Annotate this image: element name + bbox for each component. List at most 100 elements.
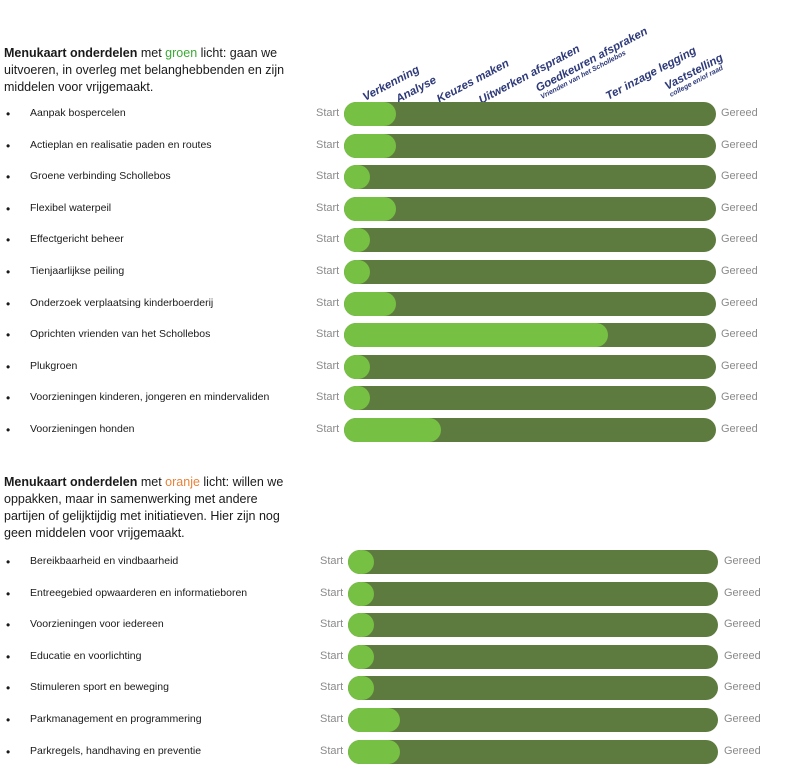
done-label: Gereed	[721, 201, 758, 214]
phase-keuzes-maken: Keuzes maken	[435, 57, 512, 106]
progress-row: • Actieplan en realisatie paden en routes…	[0, 133, 789, 160]
progress-fill	[344, 354, 370, 379]
item-label-voorzieningen-honden: Voorzieningen honden	[30, 423, 135, 435]
start-label: Start	[316, 170, 340, 183]
bullet: •	[6, 296, 11, 311]
section-orange-heading: Menukaart onderdelen	[4, 475, 138, 489]
start-label: Start	[316, 201, 340, 214]
phase-header: Verkenning Analyse Keuzes maken Uitwerke…	[0, 0, 789, 110]
green-word: groen	[165, 46, 198, 60]
progress-row: • Effectgericht beheer Start Gereed	[0, 228, 789, 254]
start-label: Start	[320, 744, 344, 757]
done-label: Gereed	[721, 265, 758, 277]
progress-row: • Stimuleren sport en beweging Start Gereed	[0, 676, 789, 702]
progress-row: • Entreegebied opwaarderen en informatieb…	[0, 581, 789, 608]
progress-row: • Flexibel waterpeil Start Gereed	[0, 196, 789, 223]
start-label: Start	[316, 107, 340, 119]
item-label-parkmanagement-en-programmering: Parkmanagement en programmering	[30, 713, 202, 725]
phase-goedkeuren-sub: Vrienden van het Schollebos	[539, 49, 628, 101]
start-label: Start	[320, 713, 344, 725]
start-label: Start	[320, 555, 344, 567]
progress-row: • Oprichten vrienden van het Schollebos St…	[0, 323, 789, 349]
bullet: •	[6, 744, 11, 759]
progress-fill	[348, 708, 400, 732]
progress-bar-tienjaarlijkse-peiling	[344, 260, 716, 284]
progress-bar-voorzieningen-honden	[344, 418, 716, 442]
start-label: Start	[316, 391, 340, 404]
item-label-aanpak-bospercelen: Aanpak bospercelen	[30, 107, 126, 119]
progress-fill	[348, 676, 374, 701]
progress-row: • Parkmanagement en programmering Start Ger…	[0, 708, 789, 734]
progress-row: • Tienjaarlijkse peiling Start Gereed	[0, 260, 789, 286]
progress-bar-bereikbaarheid-en-vindbaarheid	[348, 550, 718, 574]
progress-row: • Educatie en voorlichting Start Gereed	[0, 644, 789, 671]
item-label-parkregels-handhaving-en-preventie: Parkregels, handhaving en preventie	[30, 744, 202, 757]
progress-row: • Onderzoek verplaatsing kinderboerderij S…	[0, 291, 789, 318]
item-label-effectgericht-beheer: Effectgericht beheer	[30, 233, 124, 246]
start-label: Start	[316, 265, 340, 277]
done-label: Gereed	[724, 713, 761, 725]
bullet: •	[6, 681, 11, 696]
item-label-voorzieningen-voor-iedereen: Voorzieningen voor iedereen	[30, 618, 164, 631]
progress-fill	[344, 102, 396, 126]
progress-fill	[348, 550, 374, 574]
start-label: Start	[320, 618, 344, 631]
section-orange-intro: Menukaart onderdelen met oranje licht: w…	[4, 474, 294, 542]
progress-row: • Aanpak bospercelen Start Gereed	[0, 102, 789, 128]
progress-fill	[344, 386, 370, 411]
item-label-flexibel-waterpeil: Flexibel waterpeil	[30, 201, 112, 214]
progress-bar-educatie-en-voorlichting	[348, 644, 718, 669]
start-label: Start	[316, 328, 340, 341]
progress-row: • Groene verbinding Schollebos Start Gereed	[0, 165, 789, 191]
progress-bar-parkmanagement-en-programmering	[348, 708, 718, 732]
progress-fill	[344, 323, 608, 348]
bullet: •	[6, 328, 11, 343]
item-label-oprichten-vrienden-van-het-schollebos: Oprichten vrienden van het Schollebos	[30, 328, 211, 341]
bullet: •	[6, 170, 11, 185]
done-label: Gereed	[721, 107, 758, 119]
start-label: Start	[316, 138, 340, 151]
item-label-stimuleren-sport-en-beweging: Stimuleren sport en beweging	[30, 681, 169, 694]
progress-row: • Bereikbaarheid en vindbaarheid Start Gere…	[0, 550, 789, 576]
item-label-educatie-en-voorlichting: Educatie en voorlichting	[30, 649, 142, 662]
progress-bar-actieplan-en-realisatie-paden-en-routes	[344, 133, 716, 158]
progress-row: • Plukgroen Start Gereed	[0, 354, 789, 381]
progress-fill	[348, 644, 374, 669]
bullet: •	[6, 265, 11, 279]
orange-word: oranje	[165, 475, 200, 489]
progress-bar-voorzieningen-kinderen-jongeren-en-mindervaliden	[344, 386, 716, 411]
progress-row: • Parkregels, handhaving en preventie Star…	[0, 739, 789, 766]
start-label: Start	[316, 296, 340, 309]
progress-bar-onderzoek-verplaatsing-kinderboerderij	[344, 291, 716, 316]
start-label: Start	[316, 423, 340, 435]
bullet: •	[6, 201, 11, 216]
progress-bar-flexibel-waterpeil	[344, 196, 716, 221]
done-label: Gereed	[721, 170, 758, 183]
progress-bar-aanpak-bospercelen	[344, 102, 716, 126]
section-orange-connector: met	[137, 475, 166, 489]
bullet: •	[6, 391, 11, 406]
done-label: Gereed	[721, 423, 758, 435]
progress-bar-plukgroen	[344, 354, 716, 379]
done-label: Gereed	[724, 586, 761, 599]
bullet: •	[6, 586, 11, 601]
progress-fill	[344, 228, 370, 253]
bullet: •	[6, 713, 11, 727]
done-label: Gereed	[724, 681, 761, 694]
progress-bar-parkregels-handhaving-en-preventie	[348, 739, 718, 764]
start-label: Start	[316, 233, 340, 246]
section-green-heading: Menukaart onderdelen	[4, 46, 138, 60]
progress-fill	[344, 260, 370, 284]
done-label: Gereed	[721, 138, 758, 151]
done-label: Gereed	[721, 328, 758, 341]
done-label: Gereed	[724, 555, 761, 567]
bullet: •	[6, 649, 11, 664]
done-label: Gereed	[724, 649, 761, 662]
section-green-intro: Menukaart onderdelen met groen licht: ga…	[4, 45, 289, 96]
item-label-voorzieningen-kinderen-jongeren-en-mindervaliden: Voorzieningen kinderen, jongeren en mind…	[30, 391, 270, 404]
done-label: Gereed	[721, 391, 758, 404]
progress-bar-voorzieningen-voor-iedereen	[348, 613, 718, 638]
progress-fill	[348, 739, 400, 764]
done-label: Gereed	[724, 618, 761, 631]
section-green-connector: met	[137, 46, 166, 60]
